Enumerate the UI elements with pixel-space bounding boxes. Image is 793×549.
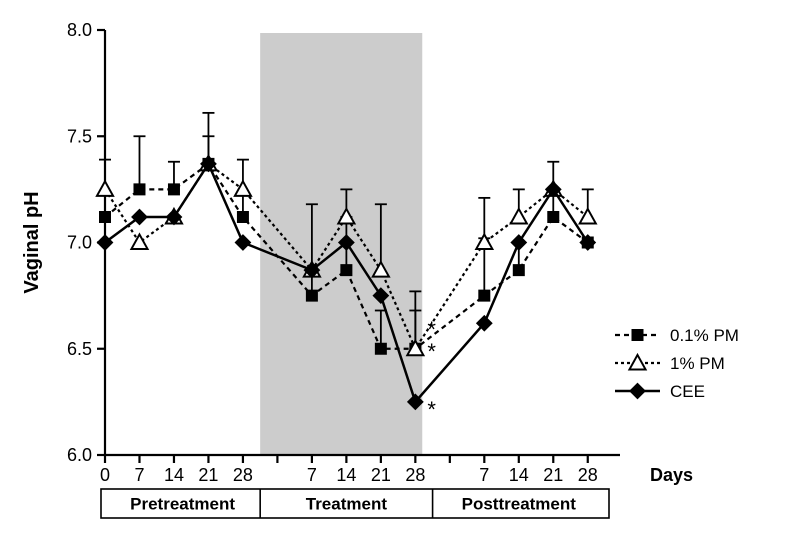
marker xyxy=(513,264,525,276)
significance-star: * xyxy=(427,397,436,422)
marker xyxy=(340,264,352,276)
y-tick-label: 7.0 xyxy=(67,233,92,253)
chart-container: 6.0 6.5 7.0 7.5 8.0 Vaginal pH 0 7 14 21 28 7 14 21 28… xyxy=(0,0,793,549)
marker xyxy=(306,290,318,302)
marker xyxy=(97,181,113,195)
x-tick-label: 21 xyxy=(198,465,218,485)
x-tick-label: 0 xyxy=(100,465,110,485)
y-tick-label: 8.0 xyxy=(67,20,92,40)
significance-star: * xyxy=(427,339,436,364)
x-tick-label: 28 xyxy=(405,465,425,485)
legend-label: CEE xyxy=(670,382,705,401)
marker xyxy=(235,181,251,195)
marker xyxy=(632,329,644,341)
x-tick-label: 21 xyxy=(371,465,391,485)
marker xyxy=(476,234,492,248)
y-tick-label: 6.0 xyxy=(67,445,92,465)
marker xyxy=(547,211,559,223)
x-tick-label: 28 xyxy=(578,465,598,485)
y-axis-label: Vaginal pH xyxy=(21,191,43,293)
chart-svg: 6.0 6.5 7.0 7.5 8.0 Vaginal pH 0 7 14 21 28 7 14 21 28… xyxy=(0,0,793,549)
marker xyxy=(237,211,249,223)
marker xyxy=(375,343,387,355)
x-tick-label: 7 xyxy=(307,465,317,485)
days-label: Days xyxy=(650,465,693,485)
y-tick-label: 7.5 xyxy=(67,126,92,146)
legend-label: 0.1% PM xyxy=(670,326,739,345)
x-tick-label: 7 xyxy=(134,465,144,485)
x-tick-label: 21 xyxy=(543,465,563,485)
marker xyxy=(478,290,490,302)
phase-label: Treatment xyxy=(306,495,388,514)
marker xyxy=(99,211,111,223)
x-tick-label: 28 xyxy=(233,465,253,485)
phase-label: Posttreatment xyxy=(462,495,577,514)
x-tick-label: 14 xyxy=(336,465,356,485)
marker xyxy=(510,234,527,251)
legend-label: 1% PM xyxy=(670,354,725,373)
marker xyxy=(133,183,145,195)
marker xyxy=(629,355,645,369)
significance-star: * xyxy=(427,317,436,342)
marker xyxy=(235,234,252,251)
marker xyxy=(131,234,147,248)
phase-label: Pretreatment xyxy=(130,495,235,514)
x-tick-label: 7 xyxy=(479,465,489,485)
marker xyxy=(629,383,646,400)
marker xyxy=(168,183,180,195)
x-tick-label: 14 xyxy=(509,465,529,485)
x-tick-label: 14 xyxy=(164,465,184,485)
y-tick-label: 6.5 xyxy=(67,339,92,359)
